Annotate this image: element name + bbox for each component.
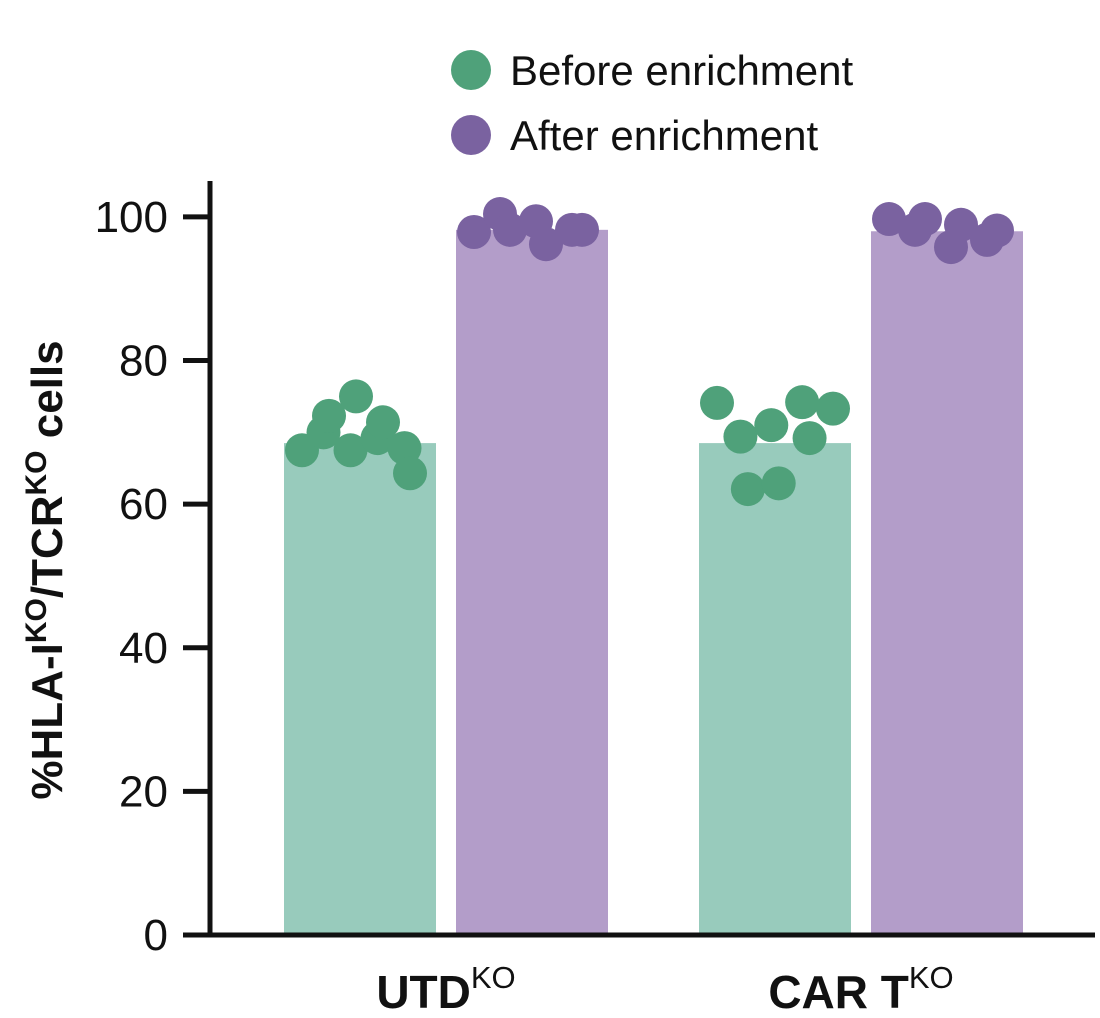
data-point xyxy=(816,391,850,426)
y-axis-label-part: cells xyxy=(23,340,72,450)
y-tick-label: 0 xyxy=(144,911,168,960)
y-tick-label: 80 xyxy=(119,337,168,386)
data-point xyxy=(366,405,400,440)
y-tick-label: 100 xyxy=(95,193,168,242)
bar xyxy=(456,229,608,936)
y-axis-label: %HLA-IKO/TCRKO cells xyxy=(20,340,72,799)
x-tick-label-main: CAR T xyxy=(768,966,909,1018)
data-point xyxy=(785,385,820,420)
x-tick-label: UTDKO xyxy=(376,960,515,1018)
bar xyxy=(699,443,851,935)
y-axis-label-part: KO xyxy=(20,598,53,643)
y-axis-label-part: KO xyxy=(20,451,53,496)
data-point xyxy=(565,212,599,247)
x-tick-label-sup: KO xyxy=(471,960,516,995)
bar xyxy=(871,231,1023,935)
y-axis-label-part: %HLA-I xyxy=(23,643,72,799)
data-point xyxy=(393,456,427,491)
legend-marker xyxy=(451,50,491,90)
data-point xyxy=(908,202,942,237)
data-point xyxy=(944,207,978,242)
legend-marker xyxy=(451,115,491,155)
y-tick-label: 40 xyxy=(119,624,168,673)
data-point xyxy=(754,408,789,443)
data-point xyxy=(980,213,1014,248)
x-tick-label-main: UTD xyxy=(376,966,471,1018)
data-point xyxy=(339,379,373,414)
x-tick-label-sup: KO xyxy=(909,960,954,995)
data-point xyxy=(730,472,765,507)
data-point xyxy=(723,419,758,454)
x-tick-label: CAR TKO xyxy=(768,960,953,1018)
data-point xyxy=(493,212,527,247)
legend-label: Before enrichment xyxy=(510,47,854,94)
data-point xyxy=(700,385,734,420)
data-point xyxy=(457,214,491,249)
data-point xyxy=(872,202,906,237)
y-tick-label: 20 xyxy=(119,767,168,816)
y-axis-label-part: /TCR xyxy=(23,496,72,599)
data-point xyxy=(792,421,827,456)
legend-label: After enrichment xyxy=(510,112,818,159)
y-tick-label: 60 xyxy=(119,480,168,529)
data-point xyxy=(333,433,368,468)
bar xyxy=(284,443,436,935)
data-point xyxy=(761,466,796,501)
data-point xyxy=(312,398,346,433)
data-point xyxy=(529,227,563,262)
